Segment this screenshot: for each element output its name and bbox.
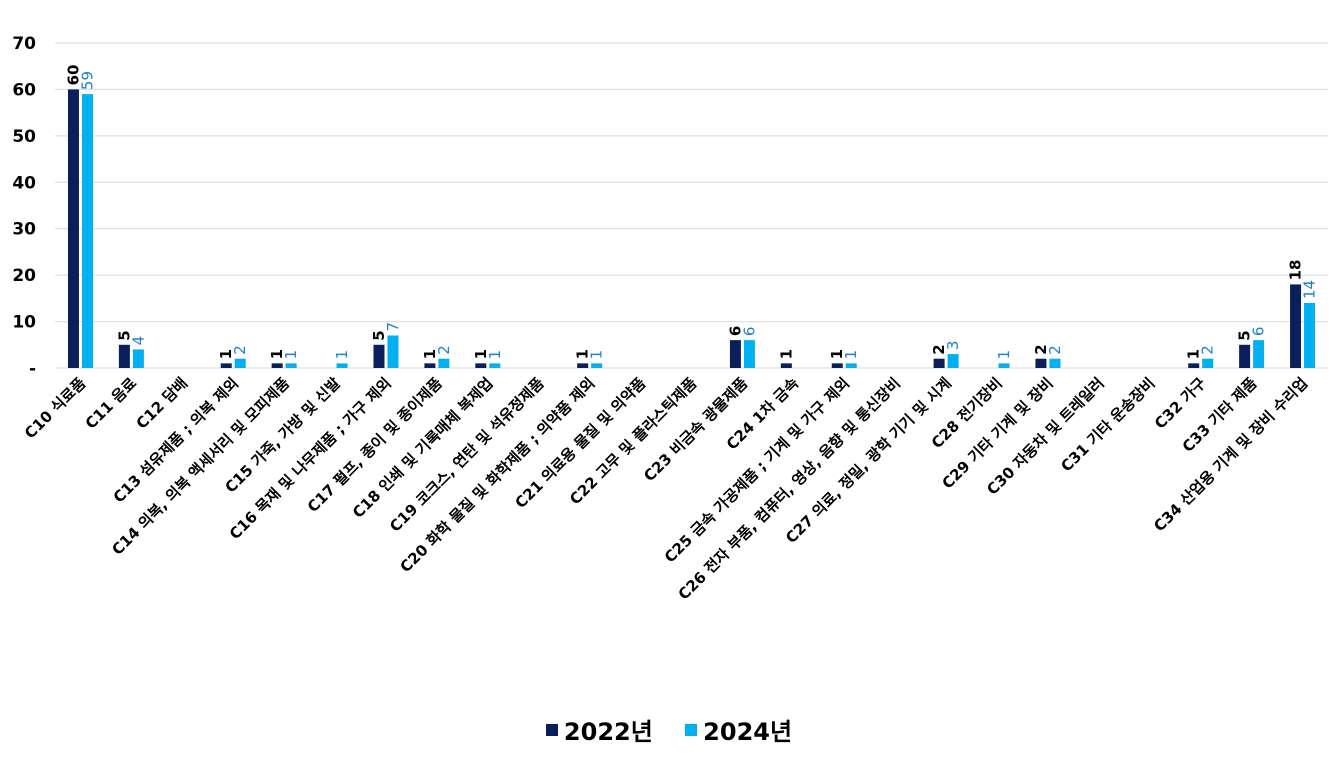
legend-item-2022: 2022년: [545, 712, 653, 747]
bar-series-2024: [845, 363, 857, 368]
bar-series-2022: [67, 89, 79, 368]
legend-label-2022: 2022년: [563, 718, 653, 746]
bar-series-2022: [933, 358, 945, 368]
bar-series-2024: [998, 363, 1010, 368]
data-label: 60: [64, 65, 82, 86]
data-label: 5: [115, 330, 133, 340]
data-label: 1: [842, 350, 860, 360]
data-label: 1: [486, 350, 504, 360]
data-label: 1: [995, 350, 1013, 360]
category-label: C10 식료품: [21, 374, 89, 442]
legend-item-2024: 2024년: [685, 712, 792, 747]
y-tick-label: -: [29, 359, 36, 379]
category-label: C25 금속 가공제품 ; 기계 및 가구 제외: [661, 374, 853, 566]
bar-series-2022: [1188, 363, 1200, 368]
bar-series-2022: [118, 344, 130, 368]
data-label: 59: [78, 71, 96, 90]
data-label: 4: [129, 336, 147, 346]
legend-swatch-2022: [545, 723, 558, 736]
bar-series-2022: [780, 363, 792, 368]
data-label: 1: [282, 350, 300, 360]
data-label: 6: [740, 327, 758, 337]
y-tick-label: 10: [12, 313, 36, 333]
bar-series-2024: [387, 335, 399, 368]
data-label: 1: [217, 349, 235, 359]
bar-series-2024: [285, 363, 297, 368]
bar-series-2022: [577, 363, 589, 368]
bar-series-2022: [373, 344, 385, 368]
y-tick-label: 50: [12, 127, 36, 147]
bar-series-2024: [336, 363, 348, 368]
data-label: 3: [944, 341, 962, 351]
legend-swatch-2024: [685, 723, 698, 736]
category-label: C31 기타 운송장비: [1057, 374, 1158, 475]
data-label: 1: [777, 349, 795, 359]
bar-series-2024: [1304, 303, 1316, 368]
data-label: 2: [435, 345, 453, 355]
bar-series-2022: [220, 363, 232, 368]
data-label: 1: [268, 349, 286, 359]
y-axis-ticks: - 10 20 30 40 50 60 70: [12, 34, 36, 379]
data-label: 14: [1301, 280, 1319, 299]
data-label: 2: [930, 344, 948, 354]
data-label: 5: [1236, 330, 1254, 340]
bar-series-2024: [489, 363, 501, 368]
data-label: 2: [231, 345, 249, 355]
data-label: 1: [828, 349, 846, 359]
y-tick-label: 40: [12, 173, 36, 193]
legend-label-2024: 2024년: [703, 718, 793, 746]
gridlines: [55, 42, 1328, 369]
bar-series-2024: [132, 349, 144, 368]
data-label: 1: [472, 349, 490, 359]
bar-series-2024: [234, 358, 246, 368]
bar-series-2022: [1035, 358, 1047, 368]
data-label: 1: [574, 349, 592, 359]
data-label: 7: [384, 322, 402, 332]
bar-series-2024: [1253, 340, 1265, 368]
data-label: 1: [1185, 349, 1203, 359]
data-label: 1: [333, 350, 351, 360]
bar-series-2024: [438, 358, 450, 368]
y-tick-label: 30: [12, 220, 36, 240]
bar-series-2022: [424, 363, 436, 368]
bar-series-2024: [1202, 358, 1214, 368]
data-label: 1: [421, 349, 439, 359]
bars: [67, 89, 1316, 369]
bar-series-2024: [947, 354, 959, 368]
bar-series-2022: [271, 363, 283, 368]
y-tick-label: 20: [12, 266, 36, 286]
data-label: 2: [1046, 345, 1064, 355]
data-label: 18: [1287, 260, 1305, 281]
data-label: 2: [1032, 344, 1050, 354]
data-label: 1: [588, 350, 606, 360]
bar-series-2024: [743, 340, 755, 368]
data-label: 6: [726, 326, 744, 336]
bar-series-2024: [591, 363, 603, 368]
data-label: 5: [370, 330, 388, 340]
category-label: C11 음료: [82, 374, 141, 433]
bar-series-2022: [475, 363, 487, 368]
data-label: 6: [1250, 327, 1268, 337]
bar-series-2022: [831, 363, 843, 368]
bar-series-2024: [1049, 358, 1061, 368]
data-label: 2: [1199, 345, 1217, 355]
bar-series-2022: [1239, 344, 1251, 368]
y-tick-label: 60: [12, 80, 36, 100]
y-tick-label: 70: [12, 34, 36, 54]
legend: 2022년 2024년: [0, 712, 1338, 747]
bar-series-2022: [1290, 284, 1302, 368]
bar-series-2024: [81, 94, 93, 369]
bar-series-2022: [729, 340, 741, 368]
